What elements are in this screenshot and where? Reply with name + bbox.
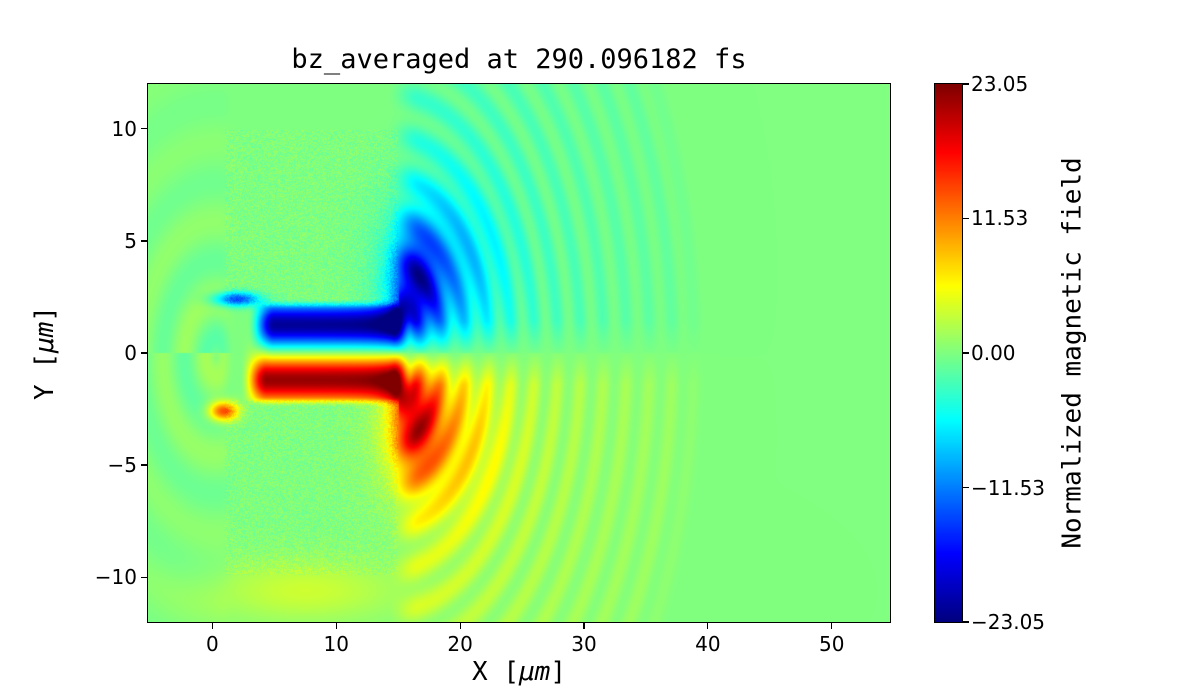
y-axis-label: Y [μm] (30, 306, 60, 400)
x-tick-mark (707, 622, 709, 629)
x-tick-label: 30 (571, 632, 597, 656)
colorbar-tick-label: −23.05 (971, 610, 1046, 634)
x-tick-mark (459, 622, 461, 629)
x-tick-mark (335, 622, 337, 629)
y-tick-mark (141, 464, 148, 466)
colorbar-tick-mark (962, 352, 969, 354)
colorbar-tick-label: 0.00 (971, 341, 1016, 365)
colorbar-tick-label: 23.05 (971, 72, 1029, 96)
colorbar-tick-mark (962, 217, 969, 220)
x-axis-unit: μm (519, 657, 551, 687)
x-axis-label: X [μm] (472, 657, 566, 687)
y-tick-label: −5 (107, 453, 137, 478)
colorbar (934, 83, 963, 623)
x-tick-label: 0 (206, 632, 219, 656)
x-tick-mark (583, 622, 585, 629)
heatmap-canvas (148, 84, 890, 622)
y-tick-mark (141, 128, 148, 130)
y-axis-unit: μm (30, 321, 60, 353)
x-tick-mark (831, 622, 833, 629)
plot-area (147, 83, 891, 623)
x-tick-label: 20 (447, 632, 473, 656)
x-tick-label: 10 (323, 632, 349, 656)
y-tick-mark (141, 240, 148, 242)
x-tick-mark (211, 622, 213, 629)
colorbar-label: Normalized magnetic field (1058, 157, 1088, 549)
colorbar-canvas (935, 84, 962, 622)
y-tick-label: 10 (111, 116, 137, 141)
colorbar-tick-mark (962, 83, 969, 85)
y-tick-mark (141, 576, 148, 578)
y-tick-mark (141, 352, 148, 354)
x-tick-label: 50 (819, 632, 845, 656)
plot-title: bz_averaged at 290.096182 fs (291, 44, 747, 75)
y-tick-label: 0 (124, 341, 137, 365)
colorbar-tick-label: −11.53 (971, 475, 1046, 500)
y-tick-label: −10 (94, 565, 137, 590)
colorbar-tick-mark (962, 486, 969, 489)
colorbar-tick-mark (962, 621, 969, 623)
colorbar-tick-label: 11.53 (971, 206, 1029, 231)
x-tick-label: 40 (695, 632, 721, 656)
y-tick-label: 5 (124, 228, 137, 253)
